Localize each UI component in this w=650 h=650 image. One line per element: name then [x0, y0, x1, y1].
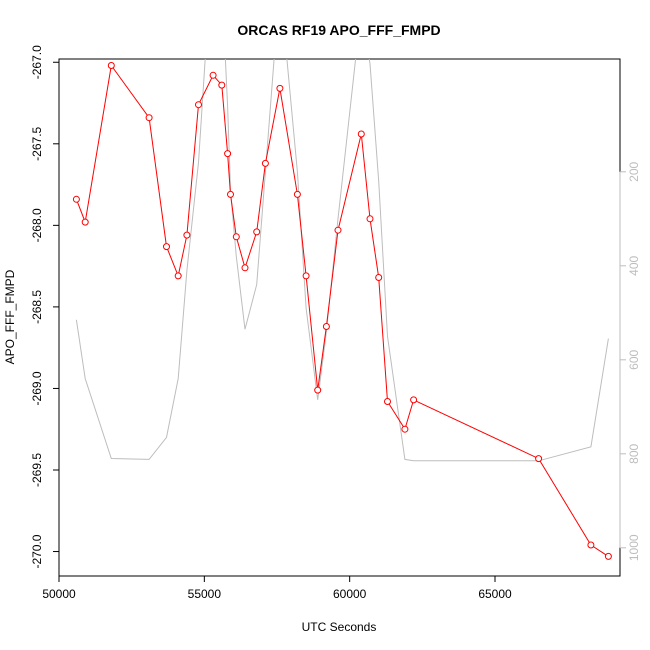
data-point	[401, 425, 409, 433]
y-tick-label: -269.5	[30, 453, 44, 487]
secondary-y-axis: 200 400 600 800 1000	[619, 161, 641, 561]
data-point	[276, 84, 284, 92]
data-point	[302, 272, 310, 280]
data-point	[218, 81, 226, 89]
data-point	[72, 195, 80, 203]
data-point	[587, 541, 595, 549]
data-point	[174, 272, 182, 280]
x-axis: 50000 55000 60000 65000	[42, 575, 512, 601]
data-point	[366, 215, 374, 223]
secondary-series	[75, 59, 609, 462]
secondary-y-tick-label: 800	[627, 443, 641, 463]
primary-series	[72, 62, 612, 560]
data-point	[293, 190, 301, 198]
data-point	[227, 190, 234, 198]
data-point	[107, 62, 115, 69]
data-point	[183, 231, 191, 239]
x-tick-label: 65000	[478, 587, 512, 601]
data-point	[314, 386, 322, 394]
data-point	[375, 274, 383, 281]
x-tick-label: 60000	[333, 587, 367, 601]
x-tick-label: 50000	[42, 587, 76, 601]
data-point	[322, 323, 330, 330]
data-point	[81, 218, 89, 226]
data-point	[209, 71, 217, 79]
secondary-y-tick-label: 200	[627, 161, 641, 181]
x-axis-label: UTC Seconds	[302, 620, 377, 634]
x-tick-label: 55000	[188, 587, 222, 601]
secondary-y-tick-label: 1000	[627, 534, 641, 561]
secondary-y-tick-label: 600	[627, 349, 641, 369]
data-point	[241, 264, 249, 272]
y-tick-label: -269.0	[30, 371, 44, 405]
y-axis-label: APO_FFF_FMPD	[3, 269, 17, 364]
secondary-y-tick-label: 400	[627, 255, 641, 275]
data-point	[232, 233, 240, 241]
y-tick-label: -268.5	[30, 290, 44, 324]
y-tick-label: -268.0	[30, 208, 44, 242]
data-point	[224, 150, 232, 158]
data-point	[384, 398, 391, 405]
data-point	[195, 101, 202, 109]
data-point	[334, 226, 342, 234]
data-point	[261, 159, 269, 167]
data-point	[253, 228, 261, 236]
y-tick-label: -267.5	[30, 126, 44, 160]
y-tick-label: -270.0	[30, 534, 44, 568]
secondary-series-line	[75, 59, 609, 462]
data-point	[145, 114, 153, 122]
chart-title: ORCAS RF19 APO_FFF_FMPD	[237, 22, 440, 38]
y-axis: -267.0 -267.5 -268.0 -268.5 -269.0 -269.5 -270…	[30, 45, 60, 569]
data-point	[604, 552, 612, 560]
data-point	[163, 243, 170, 251]
data-point	[357, 130, 365, 138]
data-point	[410, 396, 418, 404]
data-point	[535, 455, 543, 463]
y-tick-label: -267.0	[30, 45, 44, 79]
